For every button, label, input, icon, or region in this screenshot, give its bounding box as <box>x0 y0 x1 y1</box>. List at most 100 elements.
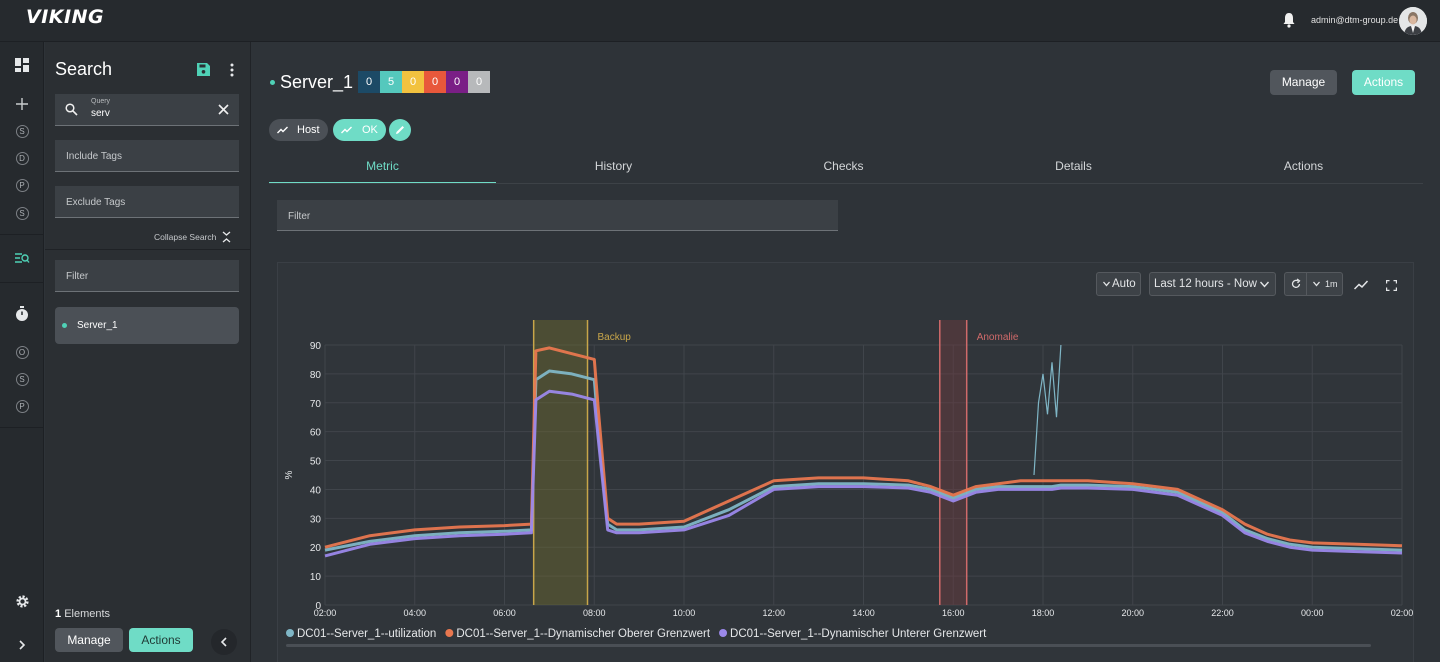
host-status-dot <box>270 80 275 85</box>
query-value[interactable]: serv <box>91 108 110 119</box>
x-tick-label: 18:00 <box>1032 608 1055 618</box>
notification-bell-icon[interactable] <box>1282 12 1296 28</box>
fullscreen-icon[interactable] <box>1386 280 1397 291</box>
status-count-badge[interactable]: 0 <box>358 71 380 93</box>
trend-icon <box>341 126 352 134</box>
expand-chevron-right-icon[interactable] <box>0 639 44 654</box>
x-tick-label: 16:00 <box>942 608 965 618</box>
collapse-search-link[interactable]: Collapse Search <box>154 232 217 242</box>
status-count-badge[interactable]: 5 <box>380 71 402 93</box>
chevron-down-icon <box>1260 281 1269 288</box>
edit-host-button[interactable] <box>389 119 411 141</box>
metric-line-chart: 0 10 20 30 40 50 60 70 80 90 02:00 04:00 06:00 08:00 1… <box>284 320 1414 647</box>
legend-entry[interactable]: DC01--Server_1--utilization <box>297 628 436 640</box>
status-count-badge[interactable]: 0 <box>446 71 468 93</box>
y-tick-label: 60 <box>310 428 322 439</box>
search-list-icon[interactable] <box>0 252 44 267</box>
clear-query-close-icon[interactable] <box>218 104 229 115</box>
app-logo[interactable]: VIKING <box>26 6 105 28</box>
settings-gear-icon[interactable] <box>0 594 44 612</box>
refresh-interval: 1m <box>1325 279 1338 289</box>
series-line <box>324 369 1403 552</box>
chevron-left-icon <box>220 637 227 647</box>
icon-rail: S D P S O S P <box>0 42 44 662</box>
legend-marker <box>286 629 294 637</box>
status-count-badge[interactable]: 0 <box>424 71 446 93</box>
y-tick-label: 40 <box>310 485 322 496</box>
status-count-badge[interactable]: 0 <box>402 71 424 93</box>
tab-history[interactable]: History <box>594 159 633 173</box>
exclude-tags-input[interactable]: Exclude Tags <box>55 186 239 218</box>
host-title: Server_1 <box>280 72 354 92</box>
collapse-chevrons-icon[interactable] <box>222 231 231 243</box>
user-avatar[interactable] <box>1399 7 1427 35</box>
series-line <box>324 346 1403 549</box>
search-panel-title: Search <box>55 59 113 79</box>
y-tick-label: 10 <box>310 572 322 583</box>
results-filter-input[interactable]: Filter <box>55 260 239 292</box>
y-tick-label: 20 <box>310 543 322 554</box>
series-line <box>324 389 1403 558</box>
elements-count: 1 Elements <box>55 608 111 620</box>
x-tick-label: 00:00 <box>1301 608 1324 618</box>
rail-item-p1[interactable]: P <box>0 179 44 192</box>
y-tick-label: 90 <box>310 341 322 352</box>
chevron-down-icon <box>1313 281 1320 287</box>
panel-manage-button[interactable]: Manage <box>55 628 123 652</box>
query-label: Query <box>91 98 111 105</box>
tab-checks[interactable]: Checks <box>823 159 864 173</box>
y-tick-label: 30 <box>310 514 322 525</box>
legend-entry[interactable]: DC01--Server_1--Dynamischer Oberer Grenz… <box>456 628 711 640</box>
rail-item-s1[interactable]: S <box>0 125 44 138</box>
tab-details[interactable]: Details <box>1055 159 1092 173</box>
actions-button[interactable]: Actions <box>1352 70 1415 95</box>
chart-type-trend-icon[interactable] <box>1354 280 1368 290</box>
host-status-pill[interactable]: OK <box>333 119 386 141</box>
panel-actions-button[interactable]: Actions <box>129 628 193 652</box>
dashboard-icon[interactable] <box>0 58 44 75</box>
status-count-badge[interactable]: 0 <box>468 71 490 93</box>
timer-icon[interactable] <box>0 306 44 325</box>
refresh-control[interactable]: 1m <box>1284 272 1343 296</box>
x-tick-label: 02:00 <box>1391 608 1414 618</box>
rail-item-p2[interactable]: P <box>0 400 44 413</box>
host-type-pill[interactable]: Host <box>269 119 328 141</box>
chevron-down-icon <box>1103 281 1110 287</box>
tab-metric[interactable]: Metric <box>269 154 496 184</box>
anomaly-spike-line <box>1033 344 1062 476</box>
rail-item-d[interactable]: D <box>0 152 44 165</box>
user-email[interactable]: admin@dtm-group.de <box>1311 15 1399 25</box>
tab-actions[interactable]: Actions <box>1283 159 1324 173</box>
pencil-icon <box>396 126 404 134</box>
trend-icon <box>277 126 288 134</box>
horizontal-scrollbar <box>286 644 1371 647</box>
metric-filter-input[interactable]: Filter <box>277 200 838 231</box>
y-tick-label: 0 <box>315 601 321 612</box>
x-tick-label: 02:00 <box>314 608 337 618</box>
metric-chart-card: Auto Last 12 hours - Now 1m 0 10 20 30 40 50 6… <box>277 262 1414 662</box>
include-tags-input[interactable]: Include Tags <box>55 140 239 172</box>
search-result-item[interactable]: Server_1 <box>55 307 239 344</box>
rail-item-o[interactable]: O <box>0 346 44 359</box>
x-tick-label: 12:00 <box>762 608 785 618</box>
collapse-panel-button[interactable] <box>211 629 237 655</box>
x-tick-label: 14:00 <box>852 608 875 618</box>
legend-entry[interactable]: DC01--Server_1--Dynamischer Unterer Gren… <box>730 628 987 640</box>
save-icon[interactable] <box>197 63 210 76</box>
auto-dropdown[interactable]: Auto <box>1096 272 1141 296</box>
rail-item-s3[interactable]: S <box>0 373 44 386</box>
time-range-dropdown[interactable]: Last 12 hours - Now <box>1149 272 1276 296</box>
legend-marker <box>719 629 728 637</box>
y-tick-label: 70 <box>310 399 322 410</box>
search-icon <box>65 103 78 116</box>
query-input[interactable]: Query serv <box>55 94 239 126</box>
y-tick-label: 80 <box>310 370 322 381</box>
top-bar: VIKING admin@dtm-group.de <box>0 0 1440 42</box>
manage-button[interactable]: Manage <box>1270 70 1337 95</box>
add-icon[interactable] <box>0 97 44 114</box>
refresh-icon[interactable] <box>1290 278 1302 290</box>
more-options-icon[interactable] <box>230 63 234 77</box>
rail-item-s2[interactable]: S <box>0 207 44 220</box>
